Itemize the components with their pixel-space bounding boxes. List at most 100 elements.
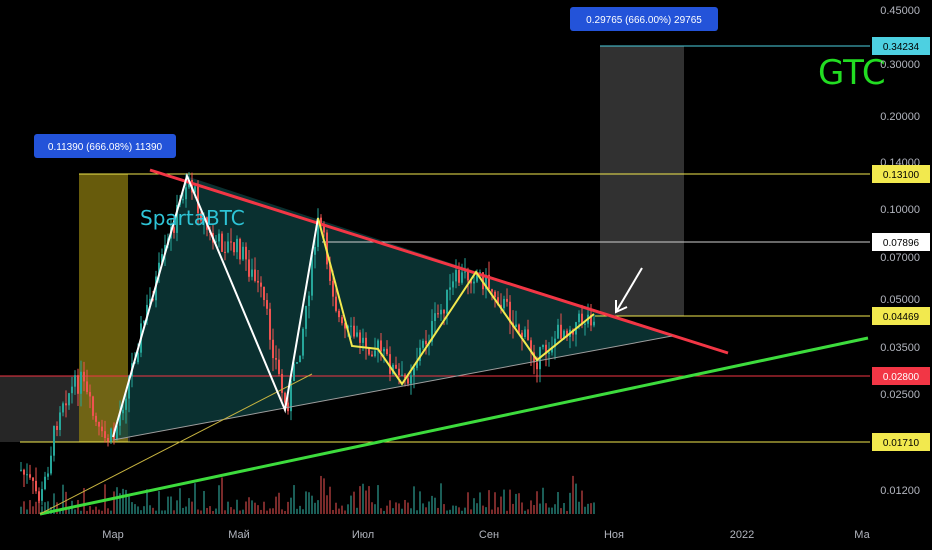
candle-body	[581, 313, 583, 325]
candle-body	[23, 469, 25, 475]
candle-body	[164, 244, 166, 255]
candle-body	[65, 403, 67, 406]
volume-bar	[485, 507, 487, 514]
volume-bar	[188, 498, 190, 514]
x-tick: Май	[228, 529, 250, 541]
volume-bar	[461, 510, 463, 514]
candle-body	[323, 225, 325, 233]
volume-bar	[425, 507, 427, 514]
volume-bar	[158, 491, 160, 514]
volume-bar	[374, 504, 376, 514]
volume-bar	[389, 500, 391, 514]
volume-bar	[290, 497, 292, 514]
candle-body	[404, 374, 406, 379]
volume-bar	[398, 503, 400, 514]
support-trendline-green	[39, 336, 869, 516]
candle-body	[230, 241, 232, 243]
volume-bar	[149, 505, 151, 514]
volume-bar	[38, 493, 40, 514]
volume-bar	[212, 510, 214, 514]
svg-text:0.07896: 0.07896	[883, 238, 920, 249]
volume-bar	[560, 508, 562, 514]
volume-bar	[86, 510, 88, 514]
volume-bar	[533, 505, 535, 514]
candle-body	[290, 380, 292, 412]
volume-bar	[377, 485, 379, 514]
candle-body	[110, 428, 112, 442]
volume-bar	[515, 493, 517, 514]
volume-bar	[437, 507, 439, 514]
price-badges: 0.34234 0.13100 0.07896 0.04469 0.02800 …	[872, 37, 930, 451]
volume-bar	[347, 504, 349, 514]
candle-body	[419, 347, 421, 361]
candle-body	[518, 324, 520, 333]
volume-bar	[488, 490, 490, 514]
y-axis: 0.45000 0.30000 0.20000 0.14000 0.10000 …	[880, 5, 920, 497]
x-tick: 2022	[730, 529, 754, 541]
candle-body	[542, 344, 544, 348]
candle-body	[455, 270, 457, 282]
svg-text:0.02800: 0.02800	[883, 372, 920, 383]
candle-body	[443, 309, 445, 314]
volume-bar	[359, 486, 361, 514]
symbol-label: SpartaBTC	[140, 206, 245, 230]
volume-bar	[95, 506, 97, 514]
candle-body	[461, 272, 463, 283]
volume-bar	[53, 493, 55, 514]
candle-body	[557, 324, 559, 339]
candle-body	[77, 375, 79, 394]
volume-bar	[206, 507, 208, 514]
volume-bar	[527, 509, 529, 514]
volume-bar	[65, 491, 67, 514]
candle-body	[425, 340, 427, 345]
x-axis: Мар Май Июл Сен Ноя 2022 Ма	[102, 529, 870, 541]
candle-body	[545, 344, 547, 354]
measure-tooltip-right: 0.29765 (666.00%) 29765	[570, 7, 718, 31]
candle-body	[92, 396, 94, 416]
volume-bar	[161, 510, 163, 514]
candle-body	[239, 238, 241, 260]
candle-body	[530, 340, 532, 353]
candle-body	[593, 321, 595, 326]
candle-body	[20, 469, 22, 471]
candle-body	[266, 300, 268, 309]
volume-bar	[482, 505, 484, 514]
candle-body	[431, 321, 433, 342]
candle-body	[302, 328, 304, 356]
candle-body	[275, 358, 277, 360]
price-badge-cyan: 0.34234	[872, 37, 930, 55]
candle-body	[341, 317, 343, 324]
candle-body	[101, 426, 103, 432]
volume-bar	[29, 500, 31, 514]
volume-bar	[26, 509, 28, 514]
candle-body	[224, 251, 226, 253]
wave-zigzag-yellow	[317, 217, 595, 386]
volume-bar	[578, 501, 580, 514]
candle-body	[494, 291, 496, 298]
volume-bar	[98, 509, 100, 514]
y-tick: 0.10000	[880, 204, 920, 216]
volume-bar	[80, 510, 82, 514]
volume-bar	[449, 509, 451, 514]
volume-bar	[245, 501, 247, 514]
volume-bar	[257, 505, 259, 514]
candle-body	[107, 438, 109, 442]
volume-bar	[131, 502, 133, 514]
candle-body	[437, 313, 439, 315]
volume-bar	[32, 506, 34, 514]
volume-bar	[572, 475, 574, 514]
volume-bar	[575, 483, 577, 514]
y-tick: 0.20000	[880, 111, 920, 123]
volume-bar	[509, 489, 511, 514]
candle-body	[566, 330, 568, 337]
volume-bar	[185, 506, 187, 514]
x-tick: Мар	[102, 529, 124, 541]
volume-bar	[503, 489, 505, 514]
candle-body	[71, 386, 73, 394]
candle-body	[80, 371, 82, 394]
volume-bar	[581, 490, 583, 514]
volume-bar	[491, 509, 493, 514]
volume-bar	[89, 506, 91, 514]
volume-bar	[350, 495, 352, 514]
